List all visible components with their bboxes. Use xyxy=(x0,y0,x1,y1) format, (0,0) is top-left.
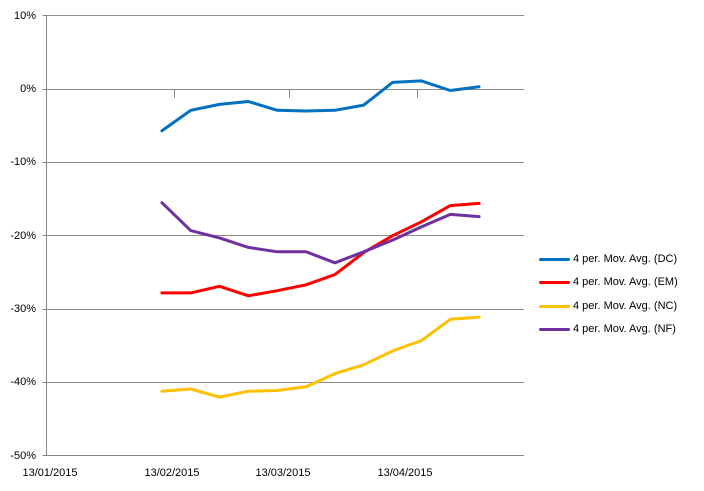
series-line-0 xyxy=(160,79,481,133)
series-line-3 xyxy=(160,201,481,265)
legend-swatch-nf-icon xyxy=(539,327,570,331)
legend-label-dc: 4 per. Mov. Avg. (DC) xyxy=(573,253,678,265)
x-axis-tick-label: 13/04/2015 xyxy=(377,467,433,479)
legend-swatch-em-icon xyxy=(539,280,570,284)
legend-item-nf: 4 per. Mov. Avg. (NF) xyxy=(539,322,676,336)
y-axis-tick-label: -40% xyxy=(10,376,36,388)
series-line-1 xyxy=(160,201,481,298)
y-axis-tick-label: -30% xyxy=(10,303,36,315)
legend-item-em: 4 per. Mov. Avg. (EM) xyxy=(539,275,678,289)
legend-item-dc: 4 per. Mov. Avg. (DC) xyxy=(539,252,677,266)
x-axis-tick-label: 13/02/2015 xyxy=(144,467,200,479)
legend-label-nc: 4 per. Mov. Avg. (NC) xyxy=(573,300,678,312)
y-axis-tick-label: -20% xyxy=(10,230,36,242)
legend-label-nf: 4 per. Mov. Avg. (NF) xyxy=(573,323,676,335)
legend-swatch-dc-icon xyxy=(539,257,570,261)
y-axis-tick-label: -10% xyxy=(10,156,36,168)
legend-item-nc: 4 per. Mov. Avg. (NC) xyxy=(539,299,677,313)
legend-swatch-nc-icon xyxy=(539,304,570,308)
x-axis-tick-label: 13/01/2015 xyxy=(22,467,78,479)
x-axis-tick-label: 13/03/2015 xyxy=(255,467,311,479)
series-line-2 xyxy=(160,315,481,399)
y-axis-tick-label: 0% xyxy=(20,83,36,95)
y-axis-tick-label: -50% xyxy=(10,450,36,462)
legend-label-em: 4 per. Mov. Avg. (EM) xyxy=(573,276,678,288)
y-axis-tick-label: 10% xyxy=(13,10,36,22)
